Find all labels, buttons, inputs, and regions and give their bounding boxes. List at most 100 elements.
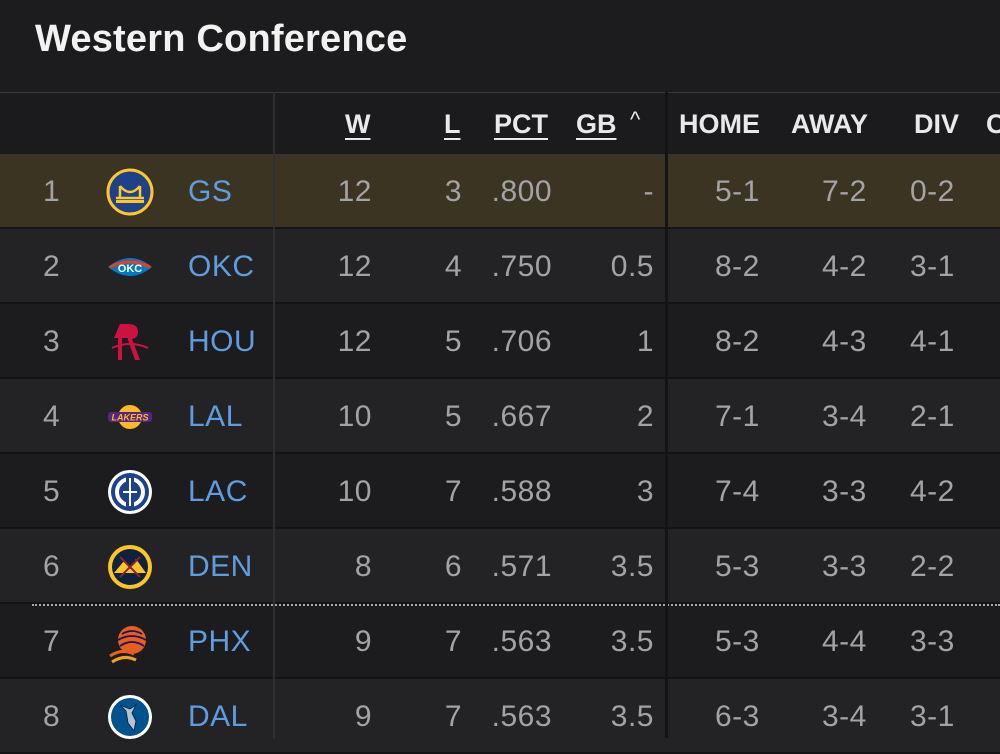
- div-record: 3-1: [910, 700, 955, 733]
- pct: .571: [491, 550, 552, 583]
- team-link[interactable]: DAL: [188, 700, 248, 733]
- home-record: 8-2: [715, 250, 760, 283]
- rank: 1: [43, 175, 61, 208]
- rank: 5: [43, 475, 61, 508]
- away-record: 4-4: [822, 625, 867, 658]
- table-header: W L PCT GB ^ HOME AWAY DIV C: [0, 92, 1000, 156]
- rank: 2: [43, 250, 61, 283]
- team-link[interactable]: PHX: [188, 625, 252, 658]
- rank: 8: [43, 700, 61, 733]
- div-record: 0-2: [910, 175, 955, 208]
- div-record: 4-1: [910, 325, 955, 358]
- column-header-away[interactable]: AWAY: [791, 109, 869, 139]
- team-link[interactable]: DEN: [188, 550, 253, 583]
- column-header-gb[interactable]: GB: [576, 109, 617, 139]
- div-record: 4-2: [910, 475, 955, 508]
- table-row[interactable]: 3 HOU 12 5 .706 1 8-2 4-3 4-1: [0, 304, 1000, 379]
- suns-logo-icon: [109, 626, 147, 664]
- rockets-logo-icon: [111, 324, 149, 360]
- losses: 6: [444, 550, 462, 583]
- home-record: 7-1: [715, 400, 760, 433]
- team-link[interactable]: OKC: [188, 250, 255, 283]
- warriors-logo-icon: [106, 168, 154, 216]
- column-header-l[interactable]: L: [444, 109, 461, 139]
- div-record: 2-2: [910, 550, 955, 583]
- wins: 10: [337, 475, 372, 508]
- pct: .563: [491, 625, 552, 658]
- rank: 6: [43, 550, 61, 583]
- away-record: 3-4: [822, 700, 867, 733]
- div-record: 3-3: [910, 625, 955, 658]
- away-record: 3-3: [822, 475, 867, 508]
- nuggets-logo-icon: [108, 545, 152, 589]
- svg-text:OKC: OKC: [118, 263, 143, 275]
- home-record: 5-3: [715, 550, 760, 583]
- column-header-div[interactable]: DIV: [914, 109, 960, 139]
- home-record: 5-3: [715, 625, 760, 658]
- clippers-logo-icon: [108, 470, 152, 514]
- pct: .667: [491, 400, 552, 433]
- games-behind: 3: [636, 475, 654, 508]
- away-record: 4-3: [822, 325, 867, 358]
- losses: 7: [444, 625, 462, 658]
- rank: 4: [43, 400, 61, 433]
- wins: 8: [354, 550, 372, 583]
- home-record: 5-1: [715, 175, 760, 208]
- pct: .563: [491, 700, 552, 733]
- games-behind: 0.5: [610, 250, 654, 283]
- team-link[interactable]: LAC: [188, 475, 248, 508]
- playoff-cutoff-line: [32, 604, 1000, 606]
- mavericks-logo-icon: [108, 695, 152, 739]
- home-record: 7-4: [715, 475, 760, 508]
- games-behind: -: [643, 175, 654, 208]
- team-link[interactable]: GS: [188, 175, 233, 208]
- games-behind: 3.5: [610, 625, 654, 658]
- column-header-home[interactable]: HOME: [679, 109, 760, 139]
- away-record: 4-2: [822, 250, 867, 283]
- wins: 10: [337, 400, 372, 433]
- table-row[interactable]: 4 LAKERS LAL 10 5 .667 2 7-1 3-4 2-1: [0, 379, 1000, 454]
- column-header-w[interactable]: W: [345, 109, 371, 139]
- home-record: 6-3: [715, 700, 760, 733]
- games-behind: 1: [636, 325, 654, 358]
- losses: 4: [444, 250, 462, 283]
- away-record: 3-3: [822, 550, 867, 583]
- away-record: 7-2: [822, 175, 867, 208]
- pct: .588: [491, 475, 552, 508]
- column-header-pct[interactable]: PCT: [494, 109, 548, 139]
- wins: 12: [337, 175, 372, 208]
- wins: 9: [354, 625, 372, 658]
- wins: 9: [354, 700, 372, 733]
- pct: .750: [491, 250, 552, 283]
- table-row[interactable]: 5 LAC 10 7 .588 3 7-4 3-3 4-2: [0, 454, 1000, 529]
- div-record: 2-1: [910, 400, 955, 433]
- wins: 12: [337, 325, 372, 358]
- home-record: 8-2: [715, 325, 760, 358]
- standings-table: W L PCT GB ^ HOME AWAY DIV C 1 GS 12 3 .…: [0, 92, 1000, 754]
- losses: 5: [444, 325, 462, 358]
- losses: 7: [444, 475, 462, 508]
- team-link[interactable]: LAL: [188, 400, 243, 433]
- gb-column-divider: [665, 92, 668, 738]
- svg-text:LAKERS: LAKERS: [111, 413, 148, 423]
- thunder-logo-icon: OKC: [108, 258, 152, 276]
- pct: .706: [491, 325, 552, 358]
- games-behind: 3.5: [610, 550, 654, 583]
- wins: 12: [337, 250, 372, 283]
- pct: .800: [491, 175, 552, 208]
- column-header-conf[interactable]: C: [986, 109, 1000, 139]
- away-record: 3-4: [822, 400, 867, 433]
- losses: 5: [444, 400, 462, 433]
- div-record: 3-1: [910, 250, 955, 283]
- table-row[interactable]: 7 PHX 9 7 .563 3.5 5-3 4-4 3-3: [0, 604, 1000, 679]
- sort-ascending-icon: ^: [630, 107, 641, 132]
- games-behind: 3.5: [610, 700, 654, 733]
- games-behind: 2: [636, 400, 654, 433]
- table-row[interactable]: 6 DEN 8 6 .571 3.5 5-3 3-3 2-2: [0, 529, 1000, 604]
- rank: 3: [43, 325, 61, 358]
- table-row[interactable]: 8 DAL 9 7 .563 3.5 6-3 3-4 3-1: [0, 679, 1000, 754]
- page-title: Western Conference: [35, 18, 408, 60]
- table-row[interactable]: 1 GS 12 3 .800 - 5-1 7-2 0-2: [0, 154, 1000, 229]
- table-row[interactable]: 2 OKC OKC 12 4 .750 0.5 8-2 4-2 3-1: [0, 229, 1000, 304]
- team-link[interactable]: HOU: [188, 325, 257, 358]
